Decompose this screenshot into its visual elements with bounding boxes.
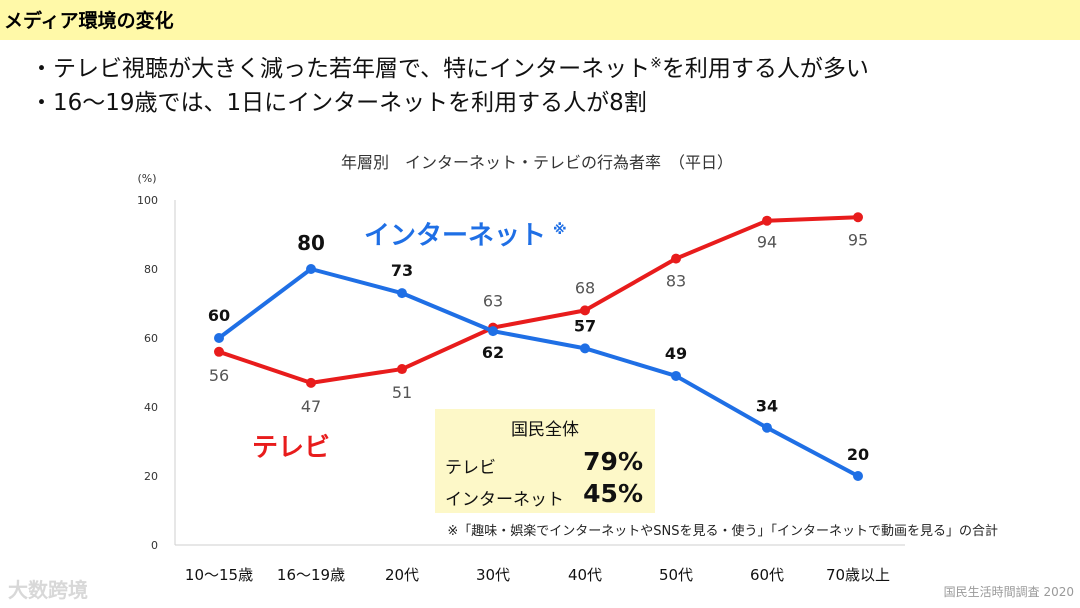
tv-point: [762, 215, 772, 226]
internet-data-label: 57: [574, 316, 596, 335]
tv-data-label: 56: [209, 366, 229, 385]
tv-point: [671, 253, 681, 264]
y-tick-label: 60: [144, 332, 158, 345]
internet-point: [306, 264, 316, 274]
x-tick-label: 50代: [659, 566, 693, 584]
summary-label-internet: インターネット: [445, 490, 564, 510]
chart-title: 年層別 インターネット・テレビの行為者率 （平日）: [341, 153, 733, 172]
y-tick-label: 20: [144, 470, 158, 483]
x-tick-label: 16〜19歳: [277, 566, 345, 584]
x-tick-label: 10〜15歳: [185, 566, 253, 584]
x-tick-label: 60代: [750, 566, 784, 584]
bullet-1-mark: ※: [650, 55, 662, 72]
bullet-1-text-after: を利用する人が多い: [661, 56, 869, 82]
tv-data-label: 63: [483, 292, 503, 311]
x-tick-label: 40代: [568, 566, 602, 584]
bullet-1: ・テレビ視聴が大きく減った若年層で、特にインターネット※を利用する人が多い: [30, 49, 869, 83]
tv-point: [306, 377, 316, 388]
internet-line: [217, 267, 859, 478]
y-tick-label: 0: [151, 539, 158, 552]
summary-title: 国民全体: [511, 420, 579, 440]
summary-value-internet: 45%: [583, 479, 643, 508]
internet-data-label: 73: [391, 261, 413, 280]
x-tick-label: 20代: [385, 566, 419, 584]
internet-data-label: 34: [756, 397, 778, 416]
bullet-2: ・16〜19歳では、1日にインターネットを利用する人が8割: [30, 90, 647, 116]
internet-data-label: 20: [847, 445, 869, 464]
tv-data-label: 83: [666, 272, 686, 291]
internet-point: [671, 370, 681, 381]
summary-box: 国民全体 テレビ 79% インターネット 45%: [435, 409, 655, 513]
internet-point: [397, 288, 407, 299]
tv-data-label: 68: [575, 278, 595, 297]
chart-note: ※「趣味・娯楽でインターネットやSNSを見る・使う」「インターネットで動画を見る…: [447, 523, 998, 539]
tv-point: [580, 305, 590, 316]
x-tick-label: 30代: [476, 566, 510, 584]
tv-point: [214, 346, 224, 357]
y-tick-label: 80: [144, 263, 158, 276]
internet-point: [214, 333, 224, 343]
x-tick-label: 70歳以上: [826, 566, 890, 584]
internet-point: [580, 343, 590, 354]
internet-series-label: インターネット: [364, 221, 546, 251]
tv-data-label: 47: [301, 397, 321, 416]
bullet-1-text: ・テレビ視聴が大きく減った若年層で、特にインターネット: [30, 56, 651, 82]
tv-data-label: 51: [392, 383, 412, 402]
summary-value-tv: 79%: [583, 447, 643, 476]
header-bar: メディア環境の変化: [0, 0, 1080, 40]
tv-point: [853, 212, 863, 223]
internet-series-mark: ※: [553, 222, 567, 238]
internet-data-label: 80: [297, 231, 325, 255]
tv-line: [218, 215, 859, 385]
page-title: メディア環境の変化: [4, 10, 174, 32]
source-credit: 国民生活時間調査 2020: [943, 585, 1074, 599]
internet-point: [762, 422, 772, 433]
internet-data-label: 60: [208, 306, 230, 325]
tv-data-label: 94: [757, 233, 777, 252]
tv-data-label: 95: [848, 230, 868, 249]
watermark: 大数跨境: [8, 578, 88, 602]
tv-series-label: テレビ: [252, 433, 330, 463]
tv-point: [397, 364, 407, 375]
internet-point: [853, 471, 863, 481]
internet-data-label: 49: [665, 344, 687, 363]
y-tick-label: 100: [137, 194, 158, 207]
internet-data-label: 62: [482, 343, 504, 362]
y-tick-label: 40: [144, 401, 158, 414]
summary-label-tv: テレビ: [445, 458, 496, 478]
y-unit-label: (%): [137, 172, 156, 185]
internet-point: [488, 326, 498, 337]
